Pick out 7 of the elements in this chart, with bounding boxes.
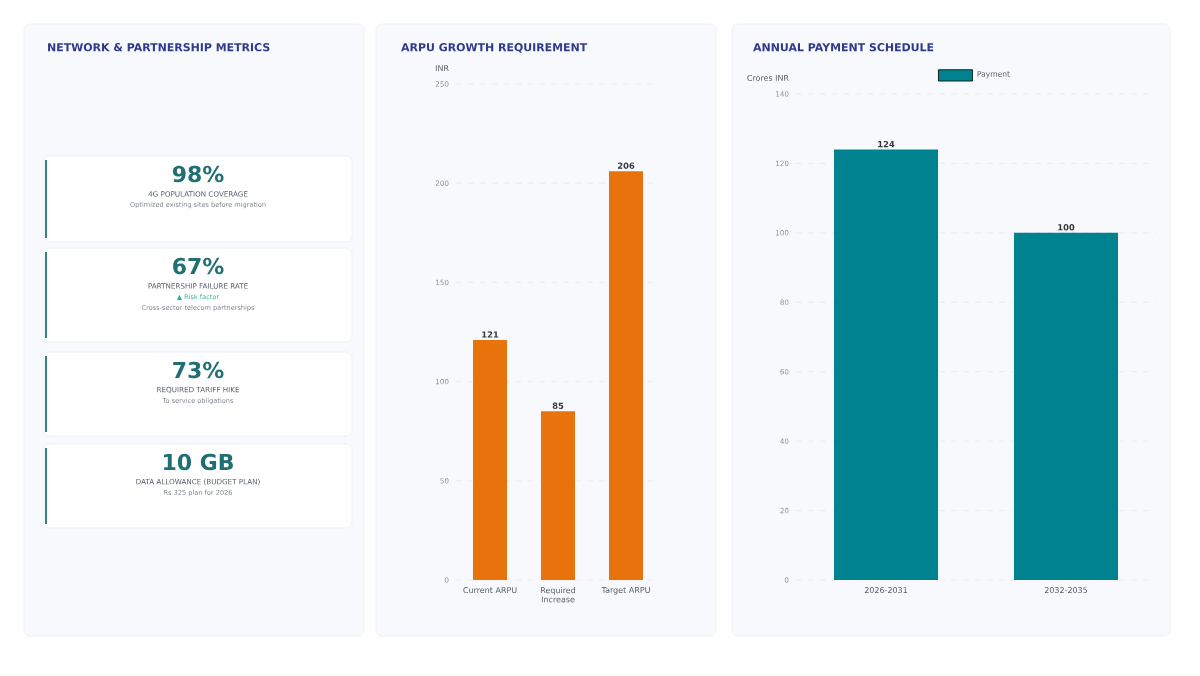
text: 98% xyxy=(172,165,224,183)
text: 73% xyxy=(173,361,224,379)
bar xyxy=(473,339,508,580)
text: 67% xyxy=(173,257,224,275)
bar xyxy=(609,171,644,580)
bar xyxy=(541,411,576,580)
text: 10 GB xyxy=(164,453,233,471)
